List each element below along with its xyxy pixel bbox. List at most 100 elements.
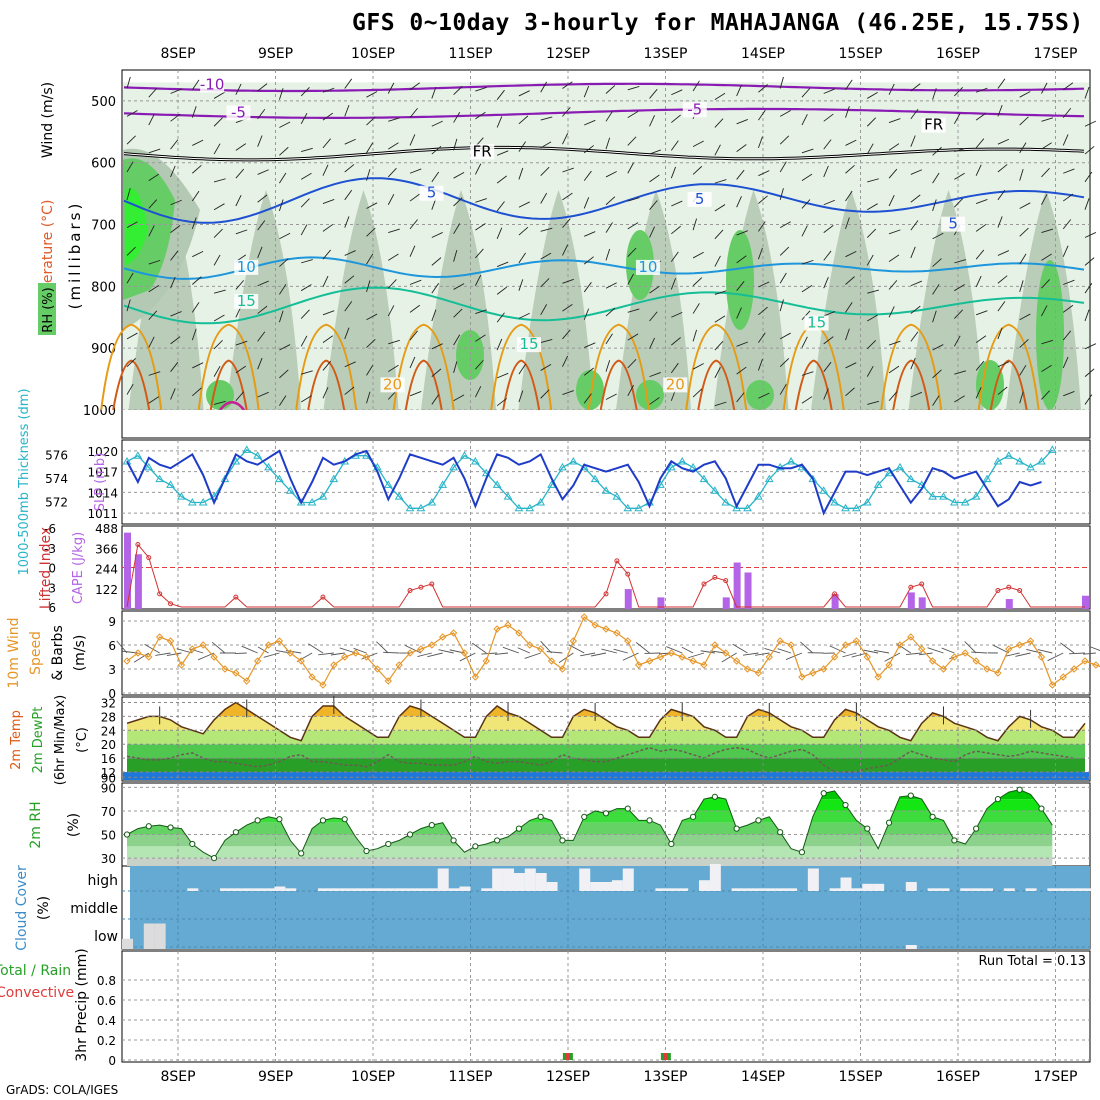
wind-speed-point <box>221 665 229 673</box>
wind-barb <box>148 371 161 376</box>
wind-barb <box>910 246 916 259</box>
li-point <box>418 584 424 590</box>
wind-barb <box>126 135 136 145</box>
thickness-point <box>699 474 709 483</box>
rh-point <box>689 813 697 820</box>
wind-barb <box>502 646 520 654</box>
wind-barb <box>954 198 963 208</box>
rh-shade-green <box>726 230 754 330</box>
rh-legend-swatch <box>38 283 56 335</box>
thickness-point <box>590 474 600 483</box>
wind-barb <box>997 216 1003 228</box>
wind-barb <box>191 302 200 313</box>
temp-tick-label: 28 <box>101 710 116 724</box>
slp-tick-label: 1014 <box>87 486 118 500</box>
wind-barb <box>905 652 922 655</box>
rh-shade-mid <box>323 190 399 410</box>
cloud-high-bar <box>579 868 591 891</box>
thickness-point <box>1004 451 1014 459</box>
wind-barb <box>409 279 422 285</box>
wind-speed-point <box>863 653 871 661</box>
thickness-point <box>547 480 556 488</box>
contour-label-bg <box>419 185 444 201</box>
wind-barb <box>1041 305 1048 317</box>
wind-barb <box>257 135 263 147</box>
wind-barb <box>1062 356 1069 369</box>
cloud-high-bar <box>742 888 754 891</box>
contour-label: FR <box>473 142 492 160</box>
wind-barb <box>431 394 440 405</box>
wind-barb <box>166 652 182 657</box>
wind-barb <box>649 285 660 294</box>
wind-barb <box>1084 257 1095 266</box>
wind-barb <box>475 334 486 342</box>
wind-barb <box>213 314 225 322</box>
wind-barb <box>932 310 937 323</box>
bottom-day-label: 12SEP <box>546 1069 590 1085</box>
cloud-high-bar <box>622 868 634 891</box>
li-point <box>832 591 838 597</box>
contour-label-bg <box>921 117 946 133</box>
wind-barb <box>1019 253 1027 265</box>
wind-barb <box>888 254 900 263</box>
temp-tick-label: 24 <box>101 724 116 738</box>
li-tick-label: 6 <box>48 601 56 615</box>
wind-barb <box>126 299 131 312</box>
wind-barb <box>845 79 853 91</box>
wind-speed-point <box>1070 665 1078 673</box>
wind-barb <box>366 202 378 209</box>
contour-label: 20 <box>666 375 685 393</box>
wind-barb <box>540 389 550 399</box>
wind-barb <box>823 224 834 233</box>
top-day-label: 17SEP <box>1034 46 1078 62</box>
wind-speed-line <box>126 616 1100 686</box>
wind-barb <box>997 189 1006 201</box>
wind-barb <box>344 164 355 173</box>
wind-barb <box>278 310 284 323</box>
cloud-high-bar <box>677 888 689 891</box>
wind-barb <box>562 192 573 201</box>
wind-barb <box>714 179 727 184</box>
wind-barb <box>1060 642 1075 654</box>
wind-tick-label: 6 <box>108 639 116 653</box>
cloud-high-bar <box>285 888 297 891</box>
wind-barb <box>1062 107 1072 118</box>
wind-barb <box>387 305 395 317</box>
wind-barb <box>170 139 179 150</box>
cloud-high-bar <box>611 880 623 891</box>
cape-li-panel: -6 -3 0 3 6 488 366 244 122 Lifted Index CAPE (J/k… <box>38 522 1090 615</box>
wind-speed-point <box>700 661 708 669</box>
wind-barb <box>758 332 766 343</box>
wind-barb <box>888 391 898 402</box>
wind-barb <box>801 148 814 154</box>
wind-barb <box>583 170 592 181</box>
thickness-point <box>470 457 480 465</box>
wind-barb <box>692 363 704 370</box>
wind-barb <box>997 78 1006 89</box>
wind-speed-point <box>395 661 403 669</box>
cloud-high-bar <box>905 882 917 891</box>
wind-barb <box>583 197 590 209</box>
rh-point <box>363 847 370 855</box>
wind-barb <box>997 361 1010 368</box>
thickness-point <box>133 451 143 459</box>
precip-tick-label: 0.6 <box>97 994 116 1008</box>
cloud-ylabel: (%) <box>36 896 52 920</box>
wind-barb <box>1019 142 1027 154</box>
thickness-point <box>732 503 742 512</box>
thickness-point <box>949 497 959 506</box>
temp-contour-15 <box>123 286 1085 325</box>
wind-barb <box>801 225 808 237</box>
wind-barb <box>866 339 877 350</box>
wind-barb <box>758 392 770 399</box>
wind-speed-point <box>830 653 839 661</box>
run-total-label: Run Total = 0.13 <box>978 954 1086 969</box>
panel-border <box>121 696 1091 782</box>
rh-point <box>907 792 914 799</box>
wind-barb <box>681 646 694 654</box>
wind-barb <box>431 368 442 377</box>
footer-credit: GrADS: COLA/IGES <box>6 1083 119 1097</box>
cloud-high-bar <box>513 873 525 891</box>
wind-barb <box>1084 198 1090 210</box>
ylabel-thickness: 1000-500mb Thickness (dm) <box>17 388 32 575</box>
